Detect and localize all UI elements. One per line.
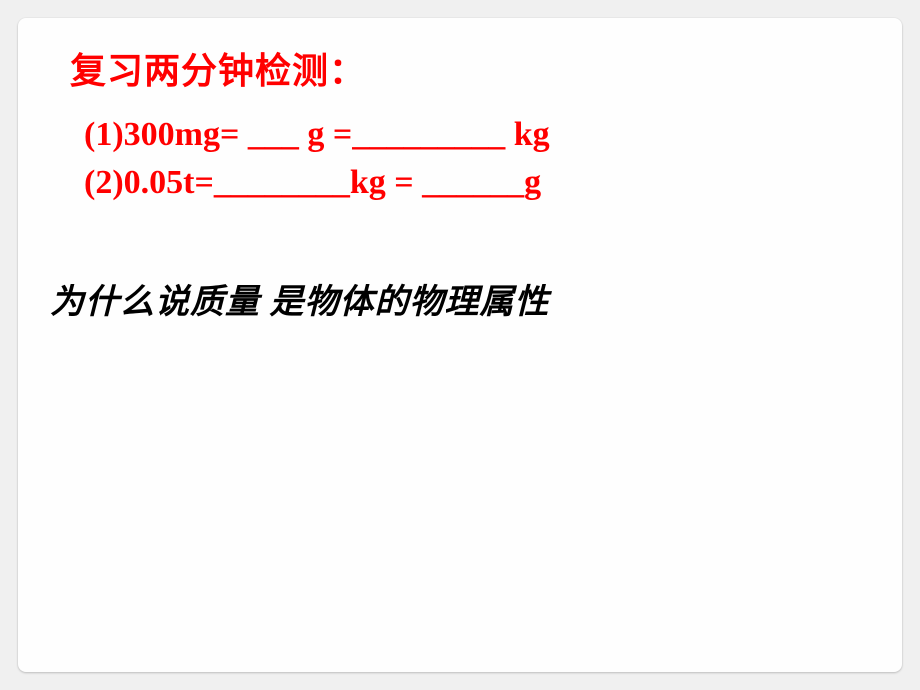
sub-question: 为什么说质量 是物体的物理属性 [50, 274, 868, 323]
slide-container: 复习两分钟检测： (1)300mg= ___ g =_________ kg (… [18, 18, 902, 672]
question-2: (2)0.05t=________kg = ______g [84, 164, 868, 202]
question-1: (1)300mg= ___ g =_________ kg [84, 116, 868, 154]
quiz-title: 复习两分钟检测： [70, 42, 868, 94]
